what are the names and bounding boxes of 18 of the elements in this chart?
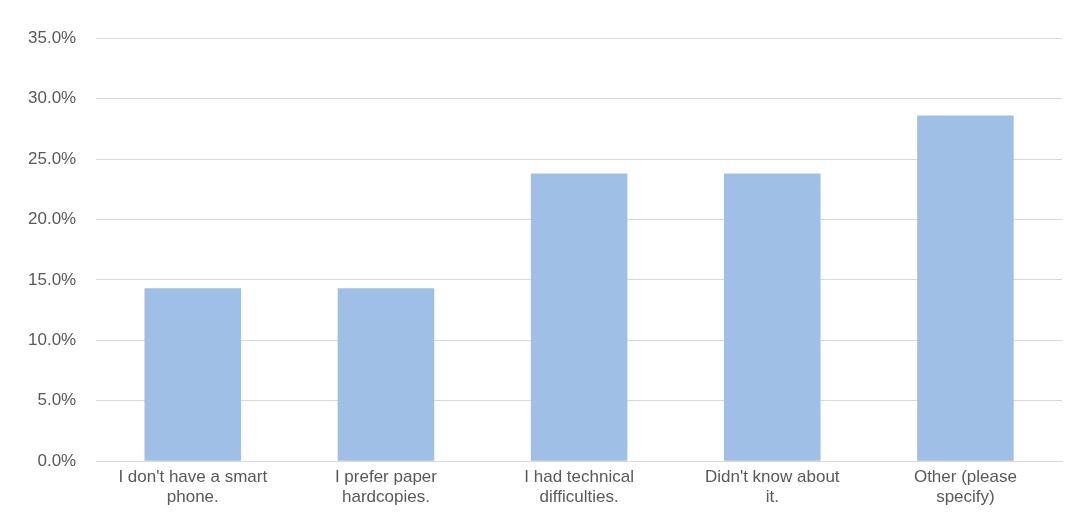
y-tick-label: 0.0% [37,450,77,470]
y-tick-label: 20.0% [28,209,77,229]
y-tick-label: 35.0% [28,27,77,47]
x-tick-label: Other (please specify) [913,467,1017,507]
x-tick-label: I prefer paper hardcopies. [334,467,438,507]
bar [917,115,1014,461]
bar [723,173,821,461]
x-tick-label: I had technical difficulties. [524,467,634,507]
y-tick-label: 15.0% [28,269,77,289]
y-tick-label: 25.0% [28,148,77,168]
y-tick-label: 30.0% [28,88,77,108]
bar [530,173,628,461]
x-tick-label: I don't have a smart phone. [118,467,268,507]
y-tick-label: 10.0% [28,330,77,350]
x-tick-label: Didn't know about it. [704,467,840,507]
y-tick-label: 5.0% [37,390,77,410]
bar [144,288,242,461]
bar [337,288,435,461]
